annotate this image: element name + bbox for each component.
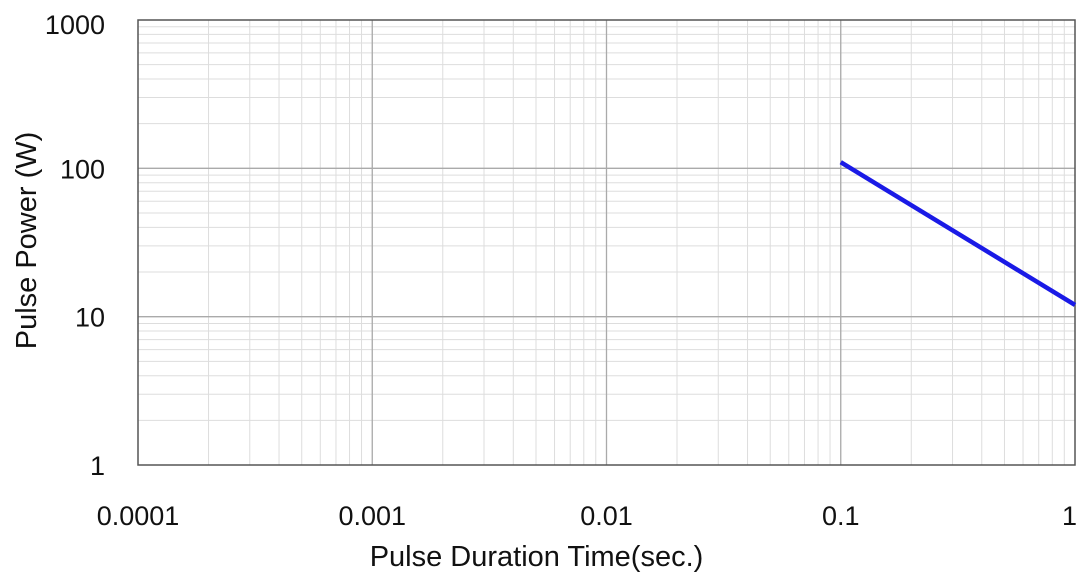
x-tick-label: 0.0001 <box>97 501 180 531</box>
x-tick-label: 0.1 <box>822 501 860 531</box>
y-axis-title: Pulse Power (W) <box>11 132 43 350</box>
series-layer <box>839 160 1077 307</box>
y-tick-labels: 1 10 100 1000 <box>45 10 105 481</box>
x-tick-labels: 0.0001 0.001 0.01 0.1 1 <box>97 501 1077 531</box>
plot-frame <box>137 19 1076 466</box>
x-tick-label: 0.01 <box>580 501 633 531</box>
series-line <box>839 160 1077 307</box>
x-axis-title: Pulse Duration Time(sec.) <box>370 541 704 573</box>
y-tick-label: 10 <box>75 303 105 333</box>
major-grid <box>138 20 1075 465</box>
x-tick-label: 1 <box>1062 501 1077 531</box>
y-tick-label: 1000 <box>45 10 105 40</box>
x-tick-label: 0.001 <box>338 501 406 531</box>
y-tick-label: 1 <box>90 451 105 481</box>
y-tick-label: 100 <box>60 154 105 184</box>
